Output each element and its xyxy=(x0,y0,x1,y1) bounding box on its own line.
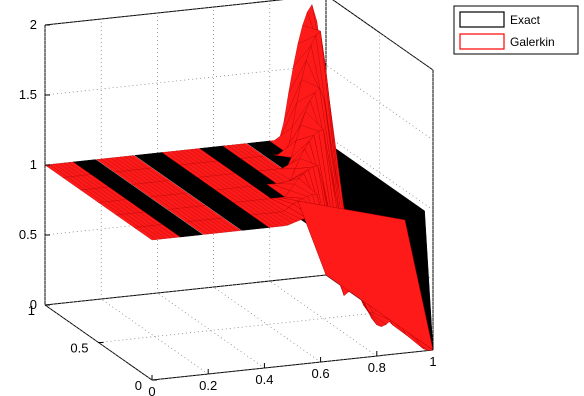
floor-grid-x xyxy=(157,292,265,369)
x-tick-label: 0.8 xyxy=(368,360,386,375)
z-tick-label: 1.5 xyxy=(19,87,37,102)
galerkin-front-wall xyxy=(297,200,434,351)
z-tick-label: 2 xyxy=(30,17,37,32)
galerkin-cell xyxy=(250,214,275,228)
x-tick-label: 0.2 xyxy=(199,378,217,393)
legend-label-galerkin: Galerkin xyxy=(510,35,555,49)
floor-grid-y xyxy=(98,312,380,343)
legend-swatch-galerkin xyxy=(459,33,505,50)
legend-label-exact: Exact xyxy=(510,13,541,27)
y-tick-labels: 00.51 xyxy=(28,303,157,393)
y-tick-label: 0 xyxy=(135,378,142,393)
legend-swatch-exact xyxy=(459,11,505,28)
z-tick-label: 0 xyxy=(30,297,37,312)
surface-mesh xyxy=(44,4,434,351)
x-axis-line xyxy=(151,349,434,381)
z-tick-label: 1 xyxy=(30,157,37,172)
back-floor-edge xyxy=(44,274,327,306)
legend: Exact Galerkin xyxy=(453,5,579,55)
x-tick-labels: 0 0.2 0.4 0.6 0.8 1 xyxy=(148,345,437,396)
galerkin-cell xyxy=(133,226,158,241)
z-tick-label: 0.5 xyxy=(19,227,37,242)
back-top-edge xyxy=(44,0,284,26)
galerkin-cell xyxy=(185,221,209,235)
x-tick-label: 0 xyxy=(148,384,155,396)
side-grid-z xyxy=(332,0,434,71)
floor-grid-x xyxy=(100,298,209,375)
x-tick-label: 1 xyxy=(429,354,436,369)
floor-grid-x xyxy=(44,304,153,381)
y-tick-label: 0.5 xyxy=(70,341,88,356)
floor-grid-x xyxy=(213,286,321,363)
side-grid-z xyxy=(325,134,434,211)
z-tick-labels: 0 0.5 1 1.5 2 xyxy=(19,17,50,312)
floor-grid-x xyxy=(269,280,378,357)
x-tick-label: 0.6 xyxy=(312,366,330,381)
y-tick-label: 1 xyxy=(28,303,35,318)
side-grid-z xyxy=(325,64,434,141)
x-tick-label: 0.4 xyxy=(255,372,273,387)
back-grid-z xyxy=(44,64,327,96)
back-grid-z xyxy=(44,0,283,26)
